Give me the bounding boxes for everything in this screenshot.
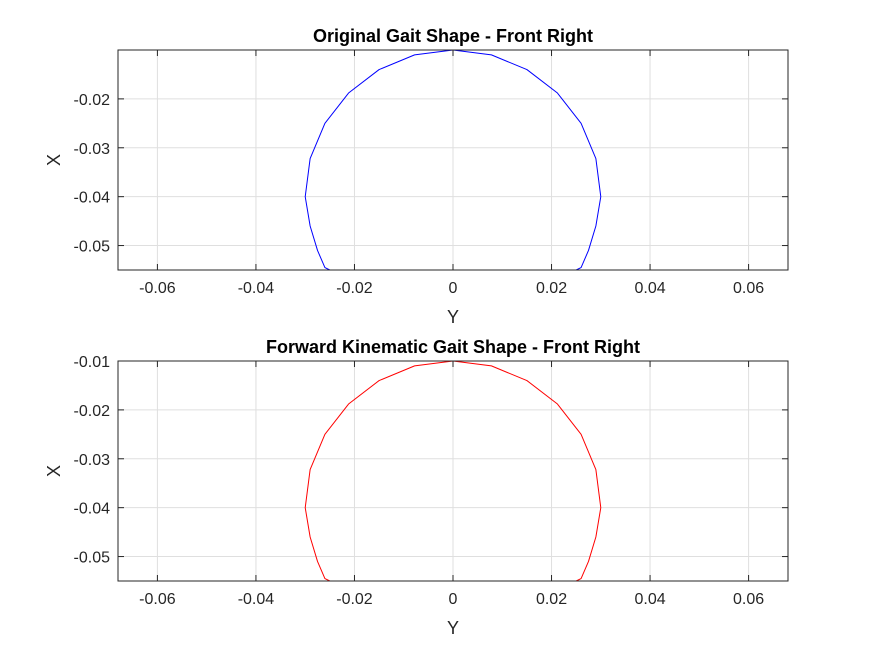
top-x-tick-label: -0.04 <box>238 280 275 297</box>
top-y-tick-label: -0.04 <box>74 190 111 207</box>
bottom-x-tick-label: -0.04 <box>238 591 275 608</box>
bottom-y-tick-label: -0.03 <box>74 452 111 469</box>
top-x-axis-label: Y <box>447 307 459 327</box>
top-x-tick-label: 0.02 <box>536 280 567 297</box>
top-grid <box>118 50 788 270</box>
bottom-y-tick-label: -0.01 <box>74 354 111 371</box>
top-y-tick-label: -0.03 <box>74 141 111 158</box>
top-y-axis-label: X <box>44 154 64 166</box>
bottom-x-tick-label: 0.02 <box>536 591 567 608</box>
bottom-subplot: -0.06 -0.04 -0.02 0 0.02 0.04 0.06 -0.05 -0.04 -0… <box>44 337 789 638</box>
bottom-y-tick-label: -0.04 <box>74 501 111 518</box>
bottom-y-tick-label: -0.02 <box>74 403 111 420</box>
bottom-x-tick-label: 0 <box>449 591 458 608</box>
top-x-tick-label: 0.06 <box>733 280 764 297</box>
bottom-x-tick-label: 0.06 <box>733 591 764 608</box>
top-plot-title: Original Gait Shape - Front Right <box>313 26 593 46</box>
bottom-grid <box>118 360 788 581</box>
bottom-y-axis-label: X <box>44 465 64 477</box>
top-subplot: -0.06 -0.04 -0.02 0 0.02 0.04 0.06 -0.05 -0.04 -0… <box>44 26 789 327</box>
bottom-x-axis-label: Y <box>447 618 459 638</box>
bottom-y-tick-label: -0.05 <box>74 550 111 567</box>
bottom-plot-title: Forward Kinematic Gait Shape - Front Rig… <box>266 337 640 357</box>
top-x-tick-label: 0.04 <box>634 280 665 297</box>
bottom-x-tick-label: -0.06 <box>139 591 176 608</box>
bottom-x-tick-label: -0.02 <box>336 591 373 608</box>
top-y-tick-label: -0.05 <box>74 239 111 256</box>
top-x-tick-label: -0.06 <box>139 280 176 297</box>
top-x-tick-label: -0.02 <box>336 280 373 297</box>
top-y-tick-label: -0.02 <box>74 92 111 109</box>
bottom-x-tick-label: 0.04 <box>634 591 665 608</box>
top-x-tick-label: 0 <box>449 280 458 297</box>
